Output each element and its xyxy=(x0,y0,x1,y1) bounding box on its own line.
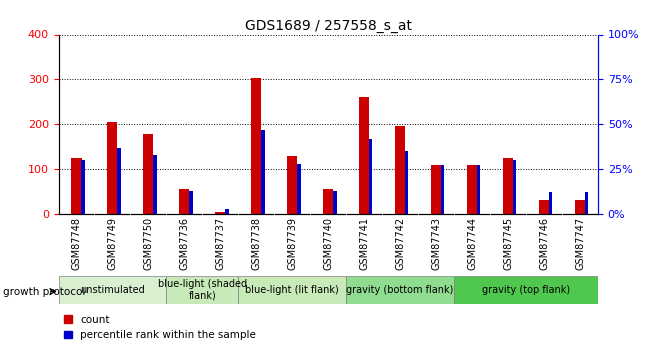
Bar xyxy=(117,148,121,214)
Bar xyxy=(252,78,261,214)
Text: GSM87746: GSM87746 xyxy=(539,217,549,270)
Bar xyxy=(261,130,265,214)
Bar xyxy=(333,190,337,214)
Text: GSM87750: GSM87750 xyxy=(144,217,153,270)
Text: GSM87745: GSM87745 xyxy=(503,217,513,270)
Text: GSM87736: GSM87736 xyxy=(179,217,189,270)
Bar xyxy=(179,189,189,214)
Bar xyxy=(549,193,552,214)
Bar xyxy=(225,208,229,214)
Bar xyxy=(215,211,226,214)
Text: growth protocol: growth protocol xyxy=(3,287,86,296)
Bar xyxy=(287,157,297,214)
Text: GSM87741: GSM87741 xyxy=(359,217,369,270)
Text: GSM87744: GSM87744 xyxy=(467,217,477,270)
Bar xyxy=(441,166,445,214)
Bar xyxy=(166,276,239,304)
Bar xyxy=(58,276,166,304)
Text: GSM87747: GSM87747 xyxy=(575,217,585,270)
Text: gravity (bottom flank): gravity (bottom flank) xyxy=(346,285,454,295)
Text: GSM87743: GSM87743 xyxy=(431,217,441,270)
Text: unstimulated: unstimulated xyxy=(80,285,145,295)
Bar xyxy=(72,158,81,214)
Text: blue-light (shaded
flank): blue-light (shaded flank) xyxy=(158,279,247,300)
Bar xyxy=(81,160,84,214)
Text: blue-light (lit flank): blue-light (lit flank) xyxy=(246,285,339,295)
Bar xyxy=(513,160,516,214)
Text: gravity (top flank): gravity (top flank) xyxy=(482,285,570,295)
Bar xyxy=(239,276,346,304)
Bar xyxy=(585,193,588,214)
Legend: count, percentile rank within the sample: count, percentile rank within the sample xyxy=(64,315,256,340)
Bar xyxy=(297,164,300,214)
Bar xyxy=(107,122,118,214)
Bar xyxy=(153,155,157,214)
Text: GSM87740: GSM87740 xyxy=(323,217,333,270)
Bar xyxy=(144,134,153,214)
Text: GSM87739: GSM87739 xyxy=(287,217,297,270)
Bar xyxy=(405,151,408,214)
Bar xyxy=(369,139,372,214)
Bar xyxy=(431,165,441,214)
Bar xyxy=(575,200,585,214)
Bar xyxy=(346,276,454,304)
Text: GSM87749: GSM87749 xyxy=(107,217,118,270)
Bar xyxy=(189,190,192,214)
Bar xyxy=(539,200,549,214)
Bar xyxy=(503,158,513,214)
Text: GSM87748: GSM87748 xyxy=(72,217,81,270)
Bar xyxy=(359,97,369,214)
Text: GSM87737: GSM87737 xyxy=(215,217,226,270)
Bar xyxy=(323,189,333,214)
Title: GDS1689 / 257558_s_at: GDS1689 / 257558_s_at xyxy=(245,19,411,33)
Text: GSM87742: GSM87742 xyxy=(395,217,405,270)
Bar xyxy=(395,126,405,214)
Bar xyxy=(467,166,477,214)
Bar xyxy=(454,276,598,304)
Bar xyxy=(477,166,480,214)
Text: GSM87738: GSM87738 xyxy=(252,217,261,270)
